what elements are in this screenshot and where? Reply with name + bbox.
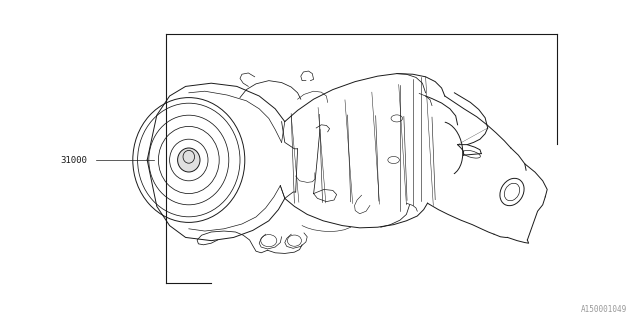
Ellipse shape [500,178,524,206]
Text: A150001049: A150001049 [581,305,627,314]
Ellipse shape [178,148,200,172]
Ellipse shape [133,98,245,222]
Text: 31000: 31000 [61,156,88,164]
